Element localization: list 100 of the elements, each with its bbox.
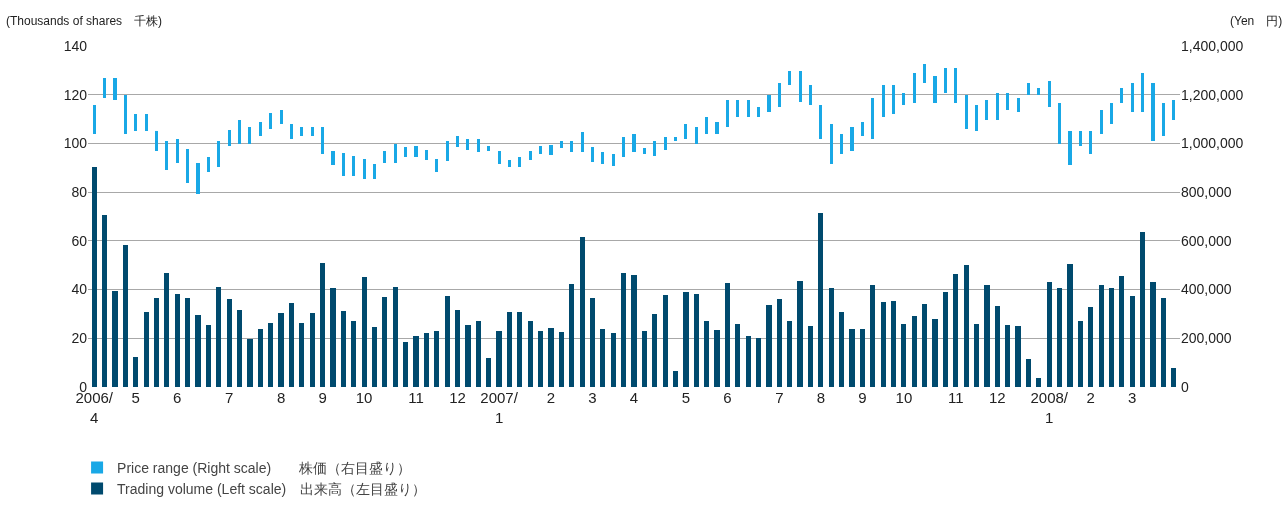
bar	[1089, 131, 1092, 154]
y2-axis-title: (Yen 円)	[1230, 14, 1283, 28]
bar	[923, 64, 926, 83]
bar	[373, 164, 376, 179]
bar	[964, 265, 969, 387]
bar	[165, 141, 168, 170]
bar	[901, 324, 906, 387]
bar	[870, 285, 875, 387]
x-tick-label: 12	[988, 389, 1006, 406]
bar	[580, 237, 585, 387]
x-tick-label: 6	[723, 389, 732, 406]
legend-label: Trading volume (Left scale) 出来高（左目盛り）	[117, 481, 427, 498]
y2-tick-label: 0	[1181, 378, 1189, 395]
bar	[767, 95, 771, 112]
bar	[560, 141, 563, 148]
bar	[351, 321, 356, 387]
bar	[424, 333, 429, 387]
bar	[569, 284, 574, 387]
bar	[611, 333, 616, 387]
bar	[673, 371, 678, 387]
bar	[1015, 326, 1021, 387]
bar	[154, 298, 159, 387]
x-tick-label: 9	[318, 389, 327, 406]
bar	[352, 156, 355, 176]
bar	[799, 71, 802, 102]
bar	[736, 100, 739, 117]
bar	[528, 321, 533, 387]
bar	[549, 145, 553, 155]
bar	[747, 100, 750, 117]
bar	[590, 298, 595, 387]
x-tick-label: 12	[449, 389, 466, 406]
bar	[278, 313, 284, 387]
bar	[185, 298, 190, 387]
bar	[1151, 83, 1155, 141]
bar	[320, 263, 325, 387]
bar	[280, 110, 283, 124]
bar	[290, 124, 293, 139]
bar	[123, 245, 128, 387]
y-tick-label: 20	[71, 330, 88, 347]
bar	[403, 342, 408, 387]
bar	[892, 85, 895, 114]
bar	[653, 141, 656, 156]
bar	[725, 283, 730, 387]
bar	[1006, 93, 1009, 110]
bar	[735, 324, 740, 387]
x-tick-label: 2007/ 1	[480, 389, 519, 426]
x-tick-label: 2	[1086, 389, 1095, 406]
bar	[839, 312, 844, 387]
bar	[321, 127, 324, 154]
bar	[830, 124, 833, 164]
bar	[715, 122, 719, 134]
bar	[1047, 282, 1052, 387]
bar	[196, 163, 200, 194]
y2-tick-label: 1,000,000	[1181, 135, 1244, 152]
bar	[778, 83, 781, 107]
bar	[601, 152, 604, 164]
bar	[984, 285, 990, 387]
bar	[787, 321, 792, 387]
bar	[413, 336, 419, 387]
bar	[1171, 368, 1176, 387]
bar	[496, 331, 502, 387]
bar	[300, 127, 303, 136]
bar	[1017, 98, 1020, 112]
bar	[486, 358, 491, 387]
bar	[1150, 282, 1156, 387]
bar	[195, 315, 201, 387]
bar	[1027, 83, 1030, 95]
bar	[258, 329, 263, 387]
bar	[1037, 88, 1040, 95]
bar	[164, 273, 169, 387]
bar	[1110, 103, 1113, 124]
bar	[1120, 88, 1123, 103]
bar	[902, 93, 905, 105]
bar	[466, 139, 469, 150]
bar	[612, 154, 615, 166]
bar	[206, 325, 211, 387]
bar	[965, 95, 968, 129]
bar	[539, 146, 542, 154]
bar	[393, 287, 398, 387]
bar	[299, 323, 304, 387]
x-tick-label: 7	[775, 389, 784, 406]
bar	[342, 153, 345, 176]
bar	[1026, 359, 1031, 387]
bar	[362, 277, 367, 387]
bar	[631, 275, 637, 387]
bar	[912, 316, 917, 387]
bar	[102, 215, 107, 387]
bar	[425, 150, 428, 160]
bar	[1079, 131, 1082, 146]
bar	[134, 114, 137, 131]
bar	[1162, 103, 1165, 136]
bar	[705, 117, 708, 134]
bar	[757, 107, 760, 117]
bar	[861, 122, 864, 136]
bar	[933, 76, 937, 103]
bar	[383, 151, 386, 163]
bar	[726, 100, 729, 127]
bar	[996, 93, 999, 120]
bar	[642, 331, 647, 387]
bar	[559, 332, 564, 387]
